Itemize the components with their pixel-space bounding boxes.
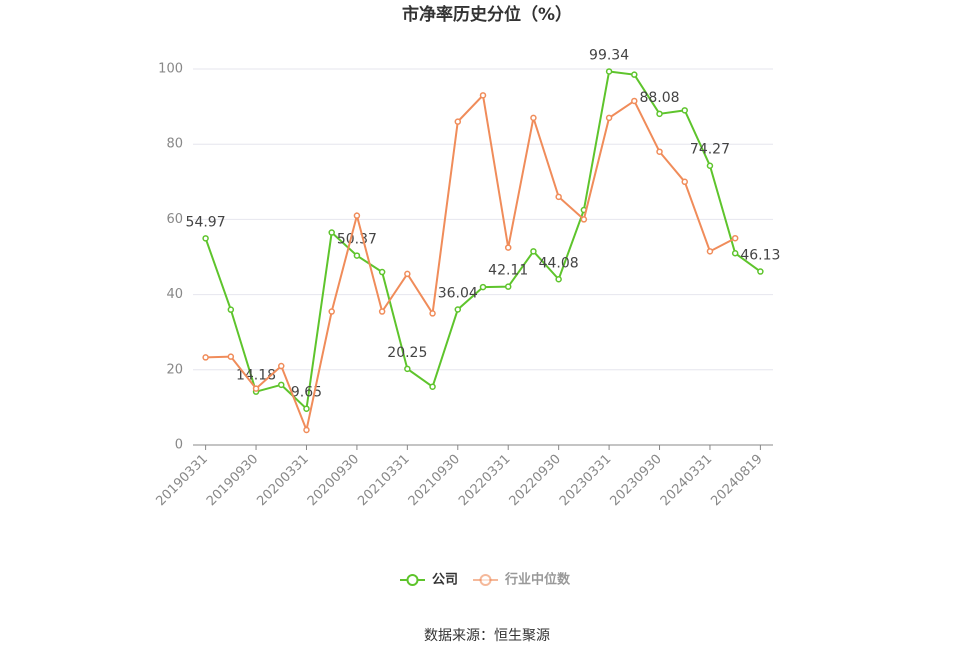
point (605, 114, 613, 122)
point (278, 381, 285, 389)
x-tick-label: 20220930 (507, 452, 564, 509)
data-label: 9.65 (291, 385, 322, 401)
y-tick-label: 20 (166, 362, 183, 377)
legend-marker (479, 574, 492, 586)
x-tick-label: 20230930 (607, 452, 664, 509)
point (328, 229, 335, 236)
point (631, 71, 638, 78)
series-line (204, 70, 761, 411)
y-tick-label: 80 (166, 137, 183, 152)
point (429, 383, 436, 390)
point (252, 385, 260, 392)
point (378, 268, 386, 276)
point (479, 283, 487, 291)
point (706, 248, 714, 255)
data-label: 54.97 (186, 214, 226, 230)
data-label: 99.34 (589, 47, 629, 63)
x-tick-label: 20240331 (658, 452, 715, 509)
point (504, 283, 512, 290)
point (278, 362, 285, 370)
x-tick-label: 20210331 (355, 452, 412, 509)
point (353, 212, 361, 219)
point (227, 353, 235, 360)
data-label: 74.27 (690, 142, 730, 158)
legend-label: 公司 (432, 573, 458, 588)
y-tick-label: 0 (175, 438, 183, 453)
x-tick-label: 20190331 (154, 452, 211, 509)
point (681, 178, 688, 186)
point (656, 110, 663, 118)
point (530, 248, 537, 255)
y-tick-label: 100 (158, 62, 183, 77)
point (631, 97, 638, 105)
x-tick-label: 20200930 (305, 452, 362, 509)
legend-marker (406, 574, 419, 586)
point (202, 235, 209, 242)
y-tick-label: 60 (166, 212, 183, 227)
point (328, 308, 335, 315)
point (353, 252, 361, 259)
point (706, 162, 714, 169)
point (681, 107, 688, 114)
data-label: 36.04 (438, 285, 478, 301)
x-tick-label: 20230331 (557, 452, 614, 509)
y-tick-label: 40 (166, 287, 183, 302)
data-label: 44.08 (539, 255, 579, 271)
x-tick-label: 20220331 (456, 452, 513, 509)
data-label: 88.08 (639, 90, 679, 106)
point (404, 270, 411, 278)
x-tick-label: 20200331 (254, 452, 311, 509)
point (303, 426, 310, 434)
source: 数据来源：恒生聚源 (424, 628, 550, 644)
x-tick-label: 20210930 (406, 452, 463, 509)
point (202, 354, 209, 361)
point (731, 249, 739, 257)
point (404, 365, 411, 373)
chart-title: 市净率历史分位（%） (402, 4, 572, 25)
data-label: 46.13 (740, 248, 780, 264)
series-line (205, 93, 736, 434)
data-label: 20.25 (387, 345, 427, 361)
point (530, 114, 537, 122)
point (429, 310, 436, 317)
data-label: 50.37 (337, 232, 377, 248)
point (378, 308, 386, 315)
point (454, 118, 462, 125)
data-label: 42.11 (488, 263, 528, 279)
point (656, 148, 663, 155)
point (555, 193, 562, 201)
point (757, 268, 764, 275)
point (580, 216, 588, 223)
legend-label: 行业中位数 (504, 572, 571, 588)
point (605, 68, 613, 75)
point (731, 234, 739, 242)
x-tick-label: 20190930 (204, 452, 261, 509)
point (227, 306, 235, 313)
point (555, 276, 562, 283)
x-tick-label: 20240819 (708, 452, 765, 509)
point (303, 405, 310, 412)
point (454, 306, 462, 313)
point (479, 92, 487, 99)
point (504, 244, 512, 251)
